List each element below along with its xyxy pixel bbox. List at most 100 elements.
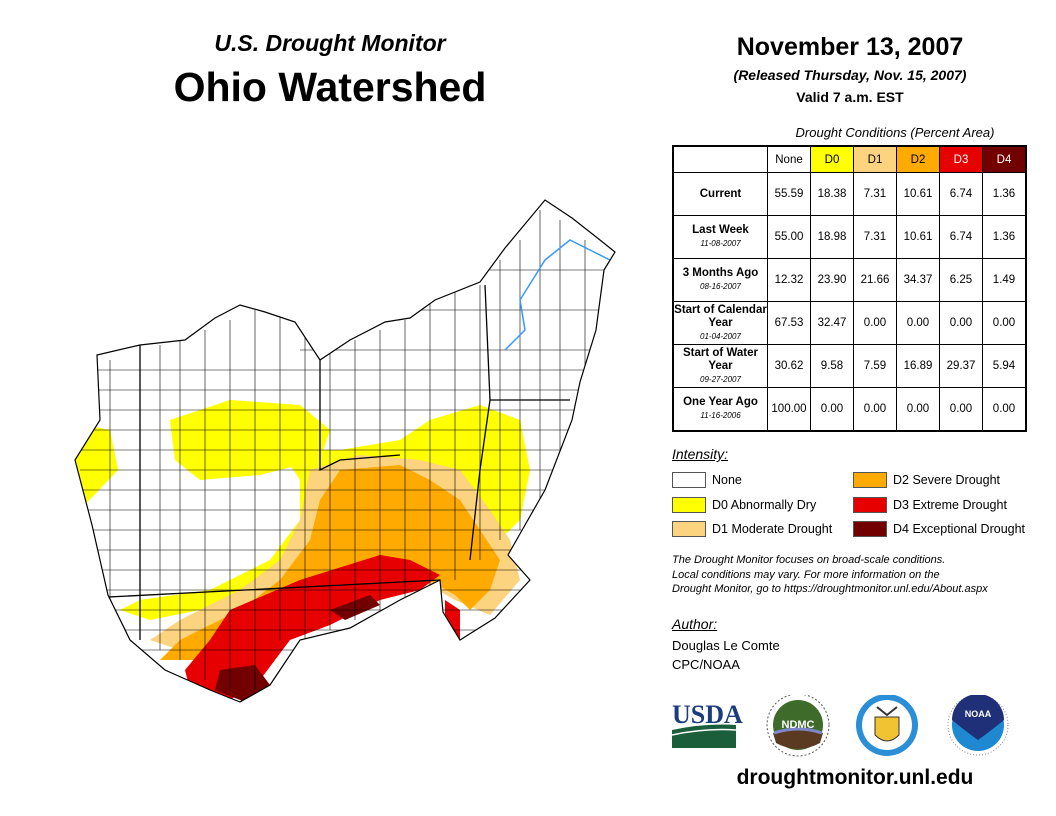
author-name: Douglas Le Comte bbox=[672, 638, 780, 653]
legend-label: D3 Extreme Drought bbox=[893, 498, 1007, 512]
disclaimer-note: The Drought Monitor focuses on broad-sca… bbox=[672, 553, 1052, 597]
page-title: Ohio Watershed bbox=[173, 64, 487, 110]
legend-label: None bbox=[712, 473, 742, 487]
row-label: Current bbox=[672, 172, 768, 216]
table-cell: 9.58 bbox=[810, 344, 854, 388]
col-d4: D4 bbox=[982, 145, 1027, 173]
row-label-text: One Year Ago bbox=[683, 396, 758, 408]
legend-item: D3 Extreme Drought bbox=[853, 497, 1007, 513]
table-cell: 6.25 bbox=[939, 258, 983, 302]
table-row: One Year Ago 11-16-2006 100.00 0.00 0.00 0.00… bbox=[672, 387, 1027, 432]
table-cell: 21.66 bbox=[853, 258, 897, 302]
agency-logos: USDA NDMC NOAA bbox=[671, 695, 1009, 757]
table-cell: 0.00 bbox=[853, 301, 897, 345]
svg-text:NOAA: NOAA bbox=[965, 709, 992, 719]
table-cell: 0.00 bbox=[939, 387, 983, 432]
table-cell: 0.00 bbox=[853, 387, 897, 432]
table-cell: 23.90 bbox=[810, 258, 854, 302]
usda-logo: USDA bbox=[671, 700, 743, 748]
legend-item: D0 Abnormally Dry bbox=[672, 497, 816, 513]
row-label-text: Start of Calendar Year bbox=[674, 303, 767, 329]
col-none: None bbox=[767, 145, 811, 173]
table-cell: 100.00 bbox=[767, 387, 811, 432]
table-cell: 29.37 bbox=[939, 344, 983, 388]
legend-swatch bbox=[672, 497, 706, 513]
noaa-logo: NOAA bbox=[947, 695, 1009, 756]
table-cell: 16.89 bbox=[896, 344, 940, 388]
table-row: Last Week 11-08-2007 55.00 18.98 7.31 10.61 6.… bbox=[672, 215, 1027, 259]
release-date: (Released Thursday, Nov. 15, 2007) bbox=[733, 67, 967, 83]
row-date: 11-16-2006 bbox=[700, 411, 741, 420]
col-d2: D2 bbox=[896, 145, 940, 173]
table-cell: 12.32 bbox=[767, 258, 811, 302]
note-line: Drought Monitor, go to https://droughtmo… bbox=[672, 583, 988, 595]
table-cell: 18.38 bbox=[810, 172, 854, 216]
table-cell: 32.47 bbox=[810, 301, 854, 345]
table-cell: 5.94 bbox=[982, 344, 1027, 388]
drought-conditions-table: None D0 D1 D2 D3 D4 Current 55.59 18.38 7.3… bbox=[672, 145, 1027, 432]
row-label: Start of Water Year 09-27-2007 bbox=[672, 344, 768, 388]
legend-swatch bbox=[672, 521, 706, 537]
footer-url[interactable]: droughtmonitor.unl.edu bbox=[736, 766, 974, 789]
row-date: 01-04-2007 bbox=[700, 331, 741, 341]
row-label: Start of Calendar Year 01-04-2007 bbox=[672, 301, 768, 345]
drought-map bbox=[74, 199, 616, 703]
col-d0: D0 bbox=[810, 145, 854, 173]
table-cell: 7.59 bbox=[853, 344, 897, 388]
table-row: Start of Calendar Year 01-04-2007 67.53 32.… bbox=[672, 301, 1027, 345]
d0-area bbox=[75, 400, 530, 620]
table-cell: 0.00 bbox=[896, 301, 940, 345]
row-label-text: 3 Months Ago bbox=[682, 267, 759, 279]
d4-area bbox=[215, 595, 380, 702]
author-label: Author: bbox=[672, 616, 718, 632]
row-date: 08-16-2007 bbox=[700, 282, 741, 291]
table-cell: 0.00 bbox=[810, 387, 854, 432]
table-caption: Drought Conditions (Percent Area) bbox=[795, 125, 995, 140]
subtitle: U.S. Drought Monitor bbox=[214, 30, 446, 56]
table-cell: 1.36 bbox=[982, 215, 1027, 259]
valid-time: Valid 7 a.m. EST bbox=[796, 89, 904, 105]
table-cell: 55.59 bbox=[767, 172, 811, 216]
col-d1: D1 bbox=[853, 145, 897, 173]
note-line: The Drought Monitor focuses on broad-sca… bbox=[672, 554, 946, 566]
table-cell: 10.61 bbox=[896, 172, 940, 216]
legend-swatch bbox=[672, 472, 706, 488]
legend-item: D1 Moderate Drought bbox=[672, 521, 832, 537]
table-cell: 1.36 bbox=[982, 172, 1027, 216]
table-cell: 67.53 bbox=[767, 301, 811, 345]
legend-swatch bbox=[853, 521, 887, 537]
table-cell: 6.74 bbox=[939, 215, 983, 259]
col-d3: D3 bbox=[939, 145, 983, 173]
table-cell: 0.00 bbox=[939, 301, 983, 345]
table-cell: 6.74 bbox=[939, 172, 983, 216]
d3-area bbox=[185, 555, 460, 700]
table-cell: 34.37 bbox=[896, 258, 940, 302]
commerce-seal bbox=[856, 695, 918, 756]
row-label: Last Week 11-08-2007 bbox=[672, 215, 768, 259]
table-cell: 7.31 bbox=[853, 172, 897, 216]
legend-label: D1 Moderate Drought bbox=[712, 522, 833, 536]
table-row: Current 55.59 18.38 7.31 10.61 6.74 1.36 bbox=[672, 172, 1027, 216]
table-cell: 0.00 bbox=[896, 387, 940, 432]
legend-title: Intensity: bbox=[672, 446, 729, 462]
legend-item: D2 Severe Drought bbox=[853, 472, 1000, 488]
note-line: Local conditions may vary. For more info… bbox=[672, 568, 940, 581]
row-label: One Year Ago 11-16-2006 bbox=[672, 387, 768, 432]
row-label-text: Current bbox=[699, 187, 742, 200]
map-date: November 13, 2007 bbox=[736, 33, 964, 61]
svg-text:USDA: USDA bbox=[672, 700, 743, 729]
table-row: 3 Months Ago 08-16-2007 12.32 23.90 21.66 34.… bbox=[672, 258, 1027, 302]
table-cell: 10.61 bbox=[896, 215, 940, 259]
state-lines bbox=[75, 284, 570, 640]
row-label-text: Start of Water Year bbox=[683, 346, 758, 372]
legend-swatch bbox=[853, 497, 887, 513]
row-date: 09-27-2007 bbox=[700, 374, 741, 384]
svg-text:NDMC: NDMC bbox=[782, 719, 815, 731]
legend-item: D4 Exceptional Drought bbox=[853, 521, 1025, 537]
author-org: CPC/NOAA bbox=[672, 657, 740, 672]
legend-label: D2 Severe Drought bbox=[893, 473, 1001, 487]
table-cell: 0.00 bbox=[982, 301, 1027, 345]
row-date: 11-08-2007 bbox=[700, 239, 741, 248]
ndmc-logo: NDMC bbox=[766, 695, 830, 757]
